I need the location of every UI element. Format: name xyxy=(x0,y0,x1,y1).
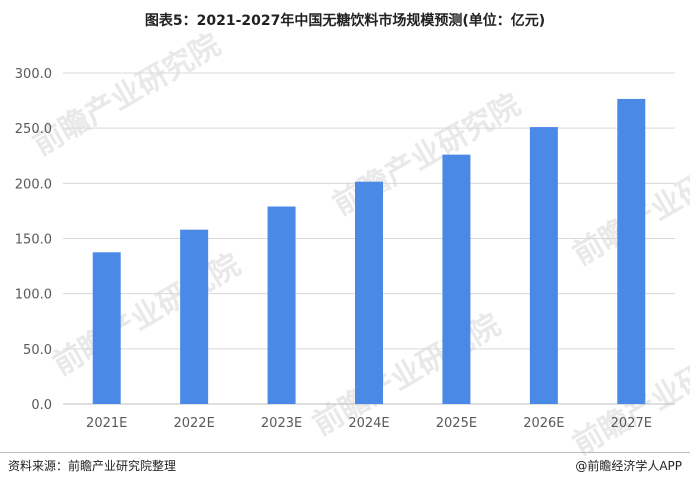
x-axis-ticks: 2021E 2022E 2023E 2024E 2025E 2026E 2027E xyxy=(86,416,652,431)
x-tick-label: 2027E xyxy=(611,416,652,431)
source-note: 资料来源：前瞻产业研究院整理 xyxy=(8,459,177,473)
x-tick-label: 2024E xyxy=(348,416,389,431)
x-tick-label: 2025E xyxy=(436,416,477,431)
x-tick-label: 2023E xyxy=(261,416,302,431)
bar-2022E xyxy=(180,229,209,404)
bar-2021E xyxy=(92,252,121,404)
bar-2026E xyxy=(529,127,558,405)
y-tick-label: 100.0 xyxy=(15,288,52,303)
x-tick-label: 2022E xyxy=(173,416,214,431)
y-tick-label: 0.0 xyxy=(31,398,52,413)
y-tick-label: 200.0 xyxy=(15,177,52,192)
bars xyxy=(92,98,646,405)
y-tick-label: 250.0 xyxy=(15,122,52,137)
chart-title: 图表5：2021-2027年中国无糖饮料市场规模预测(单位：亿元) xyxy=(144,13,546,29)
bar-2023E xyxy=(267,206,296,404)
y-tick-label: 50.0 xyxy=(23,343,52,358)
bar-2025E xyxy=(442,154,471,404)
bar-2024E xyxy=(355,181,383,404)
y-axis-ticks: 0.0 50.0 100.0 150.0 200.0 250.0 300.0 xyxy=(15,67,52,413)
x-tick-label: 2026E xyxy=(523,416,564,431)
y-tick-label: 300.0 xyxy=(15,67,52,82)
bar-2027E xyxy=(617,98,646,404)
y-tick-label: 150.0 xyxy=(15,233,52,248)
footer-divider xyxy=(0,452,690,453)
credit-note: @前瞻经济学人APP xyxy=(575,459,682,473)
x-tick-label: 2021E xyxy=(86,416,127,431)
